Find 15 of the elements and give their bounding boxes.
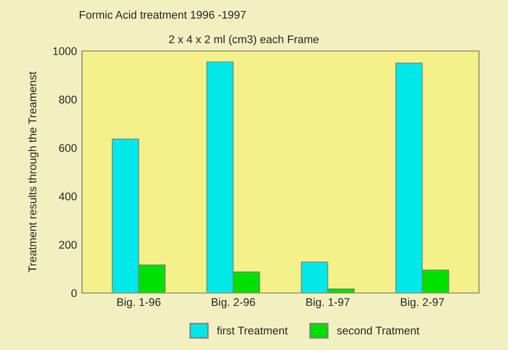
y-tick-label: 600: [59, 144, 77, 152]
x-tick-label: Big. 2-96: [212, 298, 255, 308]
x-tick-label: Big. 2-97: [400, 298, 444, 308]
x-tick-label: Big. 1-96: [117, 298, 160, 308]
y-tick-label: 200: [59, 240, 77, 249]
y-tick-label: 400: [58, 192, 77, 200]
chart-subtitle: 2 x 4 x 2 ml (cm3) each Frame: [169, 35, 319, 46]
y-tick-label: 0: [71, 289, 77, 298]
y-tick-label: 800: [59, 96, 77, 104]
y-axis-title: Treatment results through the Treamenst: [28, 72, 39, 272]
legend-label: second Tratment: [337, 326, 420, 334]
legend-label: first Treatment: [216, 326, 288, 334]
x-tick-label: Big. 1-97: [306, 298, 350, 308]
y-tick-label: 1000: [53, 47, 77, 56]
chart-title: Formic Acid treatment 1996 -1997: [80, 10, 246, 19]
